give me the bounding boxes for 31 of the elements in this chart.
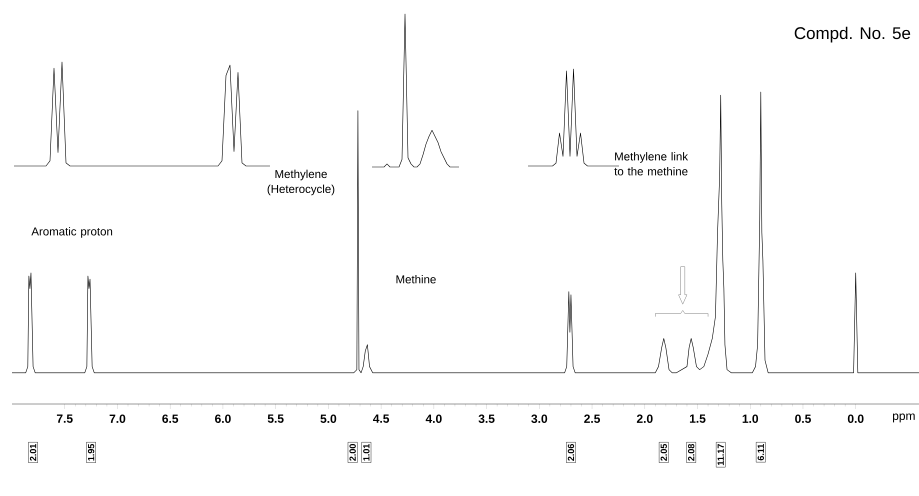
text: 2.00 [349,444,356,461]
x-tick-label: 7.5 [56,414,73,423]
text: 1.95 [88,444,94,461]
annotation: Methylene link to the methine [614,152,688,176]
chart-title: Compd. No. 5e [794,26,910,42]
x-tick-label: 1.5 [690,414,706,423]
text: 2.01 [30,444,36,461]
x-axis-title: ppm [892,413,915,422]
text: 2.05 [660,444,667,461]
annotation: Methine [396,274,436,284]
x-tick-label: 3.5 [478,414,495,423]
text: 1.01 [363,444,370,461]
annotation: Methylene (Heterocycle) [268,170,334,196]
x-tick-label: 2.0 [636,414,653,423]
x-tick-label: 1.0 [742,414,758,423]
x-tick-label: 6.5 [162,414,178,423]
annotation: Aromatic proton [31,227,112,238]
x-tick-label: 5.5 [268,414,284,423]
text: 6.11 [758,444,764,460]
x-tick-label: 3.0 [531,414,548,423]
x-tick-label: 5.0 [320,414,336,423]
x-tick-label: 2.5 [584,414,600,423]
x-tick-label: 4.0 [426,414,442,423]
text: 2.06 [568,444,574,461]
x-tick-label: 7.0 [110,414,126,423]
x-tick-label: 6.0 [215,414,231,423]
x-tick-label: 0.5 [795,414,811,423]
text: 2.08 [688,444,694,461]
text: 11.17 [718,444,724,466]
x-tick-label: 4.5 [372,414,390,423]
x-tick-label: 0.0 [848,414,864,423]
